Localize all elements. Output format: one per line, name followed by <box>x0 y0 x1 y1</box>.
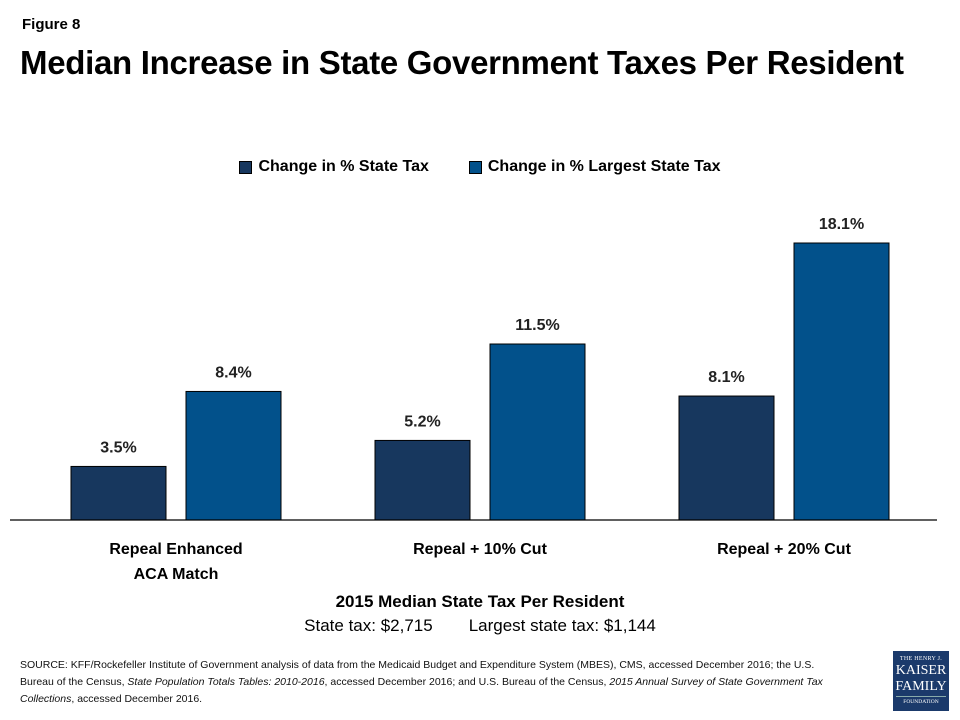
source-text-mid: , accessed December 2016; and U.S. Burea… <box>324 676 610 688</box>
figure-label: Figure 8 <box>22 16 81 33</box>
median-tax-box: 2015 Median State Tax Per Resident State… <box>0 592 960 636</box>
bar-state-tax-0 <box>70 465 167 521</box>
source-italic-2: 2015 Annual Survey of State Government T… <box>20 676 823 705</box>
legend-swatch-state-tax <box>239 160 253 174</box>
median-title: 2015 Median State Tax Per Resident <box>335 592 625 611</box>
logo-line-2: KAISER <box>895 663 947 678</box>
legend-label-largest-state-tax: Change in % Largest State Tax <box>487 158 721 175</box>
logo-line-1: THE HENRY J. <box>899 656 943 662</box>
median-largest-state-tax: Largest state tax: $1,144 <box>468 616 656 635</box>
bar-largest-state-tax-1 <box>489 343 586 521</box>
kff-logo: THE HENRY J. KAISER FAMILY FOUNDATION <box>893 651 949 711</box>
data-label-state-tax-1: 5.2% <box>404 413 440 430</box>
x-tick-label-1: Repeal + 10% Cut <box>413 541 547 558</box>
bar-state-tax-1 <box>374 439 471 521</box>
source-text-end: , accessed December 2016. <box>71 693 203 705</box>
legend-item-largest-state-tax: Change in % Largest State Tax <box>468 158 721 176</box>
source-note: SOURCE: KFF/Rockefeller Institute of Gov… <box>20 657 840 708</box>
bar-largest-state-tax-0 <box>185 390 282 521</box>
source-italic-1: State Population Totals Tables: 2010-201… <box>127 676 325 688</box>
bar-largest-state-tax-2 <box>793 242 890 521</box>
data-label-state-tax-0: 3.5% <box>100 439 136 456</box>
median-state-tax: State tax: $2,715 <box>304 616 433 635</box>
data-label-state-tax-2: 8.1% <box>708 369 744 386</box>
source-text: SOURCE: KFF/Rockefeller Institute of Gov… <box>20 659 815 688</box>
x-tick-label-0: Repeal Enhanced ACA Match <box>109 541 243 583</box>
data-label-largest-state-tax-0: 8.4% <box>215 364 251 381</box>
logo-line-3: FAMILY <box>895 679 947 694</box>
legend: Change in % State Tax Change in % Larges… <box>0 158 960 176</box>
bar-state-tax-2 <box>678 395 775 521</box>
x-tick-label-2: Repeal + 20% Cut <box>717 541 851 558</box>
data-label-largest-state-tax-1: 11.5% <box>515 317 559 334</box>
legend-swatch-largest-state-tax <box>468 160 482 174</box>
chart-title: Median Increase in State Government Taxe… <box>20 44 904 81</box>
data-label-largest-state-tax-2: 18.1% <box>819 216 864 233</box>
legend-item-state-tax: Change in % State Tax <box>239 158 429 176</box>
legend-label-state-tax: Change in % State Tax <box>258 158 429 175</box>
logo-line-4: FOUNDATION <box>896 696 946 705</box>
